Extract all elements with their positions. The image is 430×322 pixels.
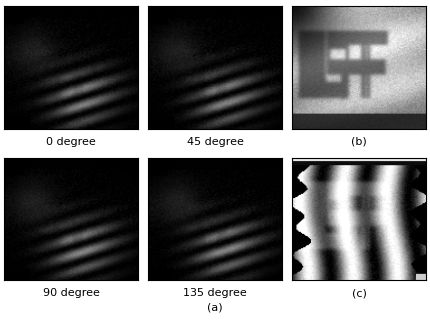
Text: 0 degree: 0 degree: [46, 137, 96, 147]
Text: (b): (b): [351, 137, 367, 147]
Text: 45 degree: 45 degree: [187, 137, 243, 147]
Text: (c): (c): [352, 288, 366, 298]
Text: 90 degree: 90 degree: [43, 288, 99, 298]
Text: (a): (a): [207, 303, 223, 313]
Text: 135 degree: 135 degree: [183, 288, 247, 298]
